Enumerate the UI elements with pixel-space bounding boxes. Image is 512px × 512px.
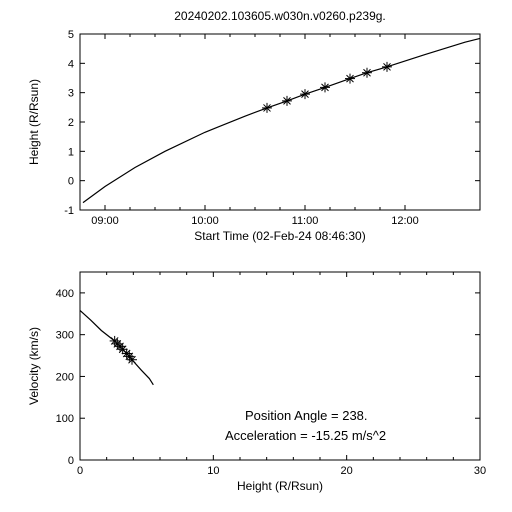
svg-text:10:00: 10:00 [191,215,219,227]
chart-title: 20240202.103605.w030n.v0260.p239g. [174,9,386,23]
y-axis-label: Velocity (km/s) [27,327,41,405]
svg-text:3: 3 [68,88,74,100]
svg-text:300: 300 [56,330,74,342]
svg-text:11:00: 11:00 [292,215,319,227]
svg-text:20: 20 [341,465,353,477]
svg-text:-1: -1 [64,205,74,217]
chart-annotation: Acceleration = -15.25 m/s^2 [225,428,386,443]
svg-text:4: 4 [68,58,74,70]
svg-text:200: 200 [56,371,74,383]
svg-text:30: 30 [474,465,486,477]
x-axis-label: Start Time (02-Feb-24 08:46:30) [194,229,365,243]
svg-text:100: 100 [56,413,74,425]
svg-text:2: 2 [68,117,74,129]
svg-text:1: 1 [68,146,74,158]
chart-annotation: Position Angle = 238. [245,408,368,423]
chart-canvas: 20240202.103605.w030n.v0260.p239g. 09:00 1… [0,0,512,512]
svg-text:12:00: 12:00 [391,215,419,227]
x-axis-label: Height (R/Rsun) [237,479,323,493]
svg-text:0: 0 [77,465,83,477]
svg-text:0: 0 [68,176,74,188]
svg-text:5: 5 [68,29,74,41]
svg-text:0: 0 [68,455,74,467]
svg-text:09:00: 09:00 [91,215,119,227]
svg-text:400: 400 [56,288,74,300]
y-axis-label: Height (R/Rsun) [27,79,41,165]
svg-text:10: 10 [207,465,219,477]
